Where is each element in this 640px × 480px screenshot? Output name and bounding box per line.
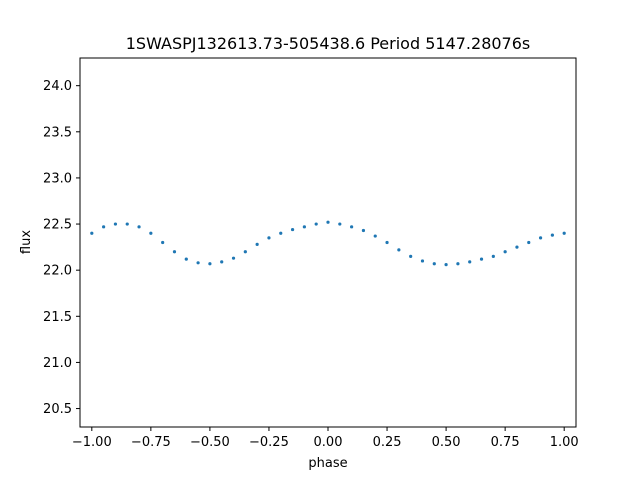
data-point (420, 259, 425, 263)
data-point (515, 245, 519, 249)
data-point (184, 257, 188, 261)
data-point (220, 260, 224, 264)
data-point (243, 250, 247, 254)
y-axis-title: flux (19, 230, 34, 254)
y-tick-label: 20.5 (43, 402, 72, 417)
data-point (479, 257, 484, 261)
data-point (538, 236, 543, 240)
y-axis: 20.5 21.0 21.5 22.0 22.5 23.0 23.5 24.0 (43, 79, 80, 417)
data-point (350, 225, 354, 229)
chart-title: 1SWASPJ132613.73-505438.6 Period 5147.28… (126, 34, 531, 53)
x-axis: −1.00 −0.75 −0.50 −0.25 0.00 0.25 0.50 0.75 1.00 (72, 427, 579, 450)
y-tick-label: 23.5 (43, 125, 72, 140)
data-point (149, 231, 153, 235)
data-point (468, 260, 472, 264)
data-point (208, 262, 212, 266)
x-tick-label: −0.50 (190, 435, 230, 450)
data-point (302, 225, 306, 229)
data-point (385, 240, 389, 245)
x-tick-label: −0.25 (249, 435, 289, 450)
data-point (255, 242, 259, 246)
x-tick-label: 0.00 (314, 435, 343, 450)
data-point (90, 231, 94, 235)
x-tick-label: 1.00 (550, 435, 579, 450)
x-tick-label: 0.25 (373, 435, 402, 450)
x-tick-label: 0.50 (432, 435, 461, 450)
data-point (491, 254, 495, 258)
data-point (550, 233, 554, 237)
data-point (397, 248, 401, 252)
data-point (432, 262, 436, 266)
points-layer (90, 220, 566, 267)
data-point (503, 250, 507, 254)
data-point (562, 231, 566, 235)
x-axis-title: phase (308, 456, 347, 471)
data-point (125, 222, 129, 226)
y-tick-label: 22.5 (43, 218, 72, 233)
data-point (290, 227, 295, 232)
data-point (231, 256, 236, 260)
y-tick-label: 24.0 (43, 79, 72, 94)
data-point (361, 228, 366, 233)
x-tick-label: 0.75 (491, 435, 520, 450)
y-tick-label: 21.0 (43, 356, 72, 371)
y-tick-label: 21.5 (43, 310, 72, 325)
x-tick-label: −0.75 (131, 435, 171, 450)
x-tick-label: −1.00 (72, 435, 112, 450)
data-point (196, 261, 200, 265)
data-point (137, 225, 141, 229)
data-point (456, 262, 460, 266)
data-point (338, 222, 342, 226)
data-point (113, 222, 118, 226)
data-point (527, 240, 531, 245)
data-point (172, 250, 177, 254)
y-tick-label: 23.0 (43, 171, 72, 186)
data-point (267, 236, 271, 240)
data-point (444, 263, 448, 267)
data-point (373, 234, 377, 238)
data-point (102, 225, 106, 229)
y-tick-label: 22.0 (43, 264, 72, 279)
data-point (314, 222, 318, 226)
data-point (161, 240, 165, 245)
data-point (279, 231, 283, 235)
data-point (409, 254, 413, 258)
data-point (326, 220, 330, 224)
